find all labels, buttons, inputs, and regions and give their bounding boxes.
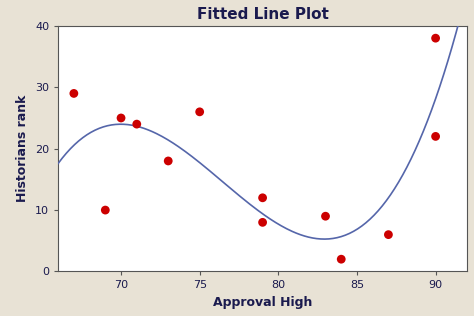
Point: [164, 158, 172, 163]
Point: [432, 134, 439, 139]
Point: [196, 109, 203, 114]
Title: Fitted Line Plot: Fitted Line Plot: [197, 7, 328, 22]
Point: [337, 257, 345, 262]
X-axis label: Approval High: Approval High: [213, 296, 312, 309]
Point: [259, 220, 266, 225]
Point: [322, 214, 329, 219]
Point: [259, 195, 266, 200]
Y-axis label: Historians rank: Historians rank: [17, 95, 29, 202]
Point: [432, 36, 439, 41]
Point: [70, 91, 78, 96]
Point: [101, 208, 109, 213]
Point: [384, 232, 392, 237]
Point: [117, 115, 125, 120]
Point: [133, 122, 141, 127]
